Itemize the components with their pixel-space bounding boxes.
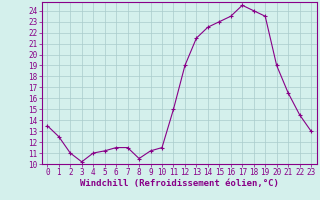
X-axis label: Windchill (Refroidissement éolien,°C): Windchill (Refroidissement éolien,°C)	[80, 179, 279, 188]
